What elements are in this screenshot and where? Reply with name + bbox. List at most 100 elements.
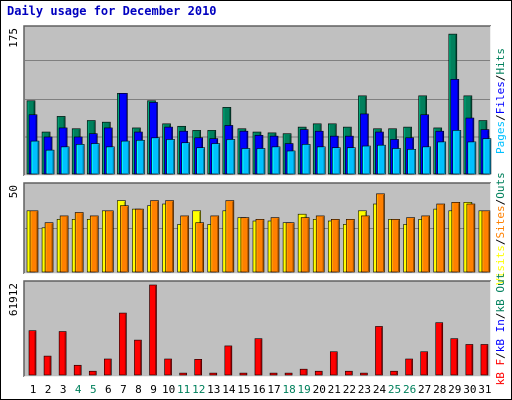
kbytes-bar <box>329 351 338 376</box>
sites-bar <box>330 219 340 273</box>
kbytes-bar <box>405 358 413 376</box>
y-axis-max-label-1: 175 <box>7 28 20 48</box>
x-axis-day-label: 27 <box>418 383 431 396</box>
pages-bar <box>347 147 356 175</box>
x-axis-day-label: 31 <box>478 383 491 396</box>
sites-bar <box>255 219 265 273</box>
x-axis-day-label: 20 <box>313 383 326 396</box>
sites-bar <box>466 203 476 273</box>
x-axis-day-label: 4 <box>75 383 82 396</box>
kbytes-bar <box>43 355 52 376</box>
pages-bar <box>226 139 236 175</box>
kbytes-bar <box>149 284 157 376</box>
sites-bar <box>346 219 355 273</box>
x-axis-day-label: 15 <box>237 383 250 396</box>
kbytes-bar <box>239 372 248 376</box>
pages-bar <box>45 149 55 175</box>
sites-bar <box>105 210 114 273</box>
kbytes-bar <box>450 338 459 376</box>
kbytes-bar <box>360 372 368 376</box>
pages-bar <box>30 140 40 175</box>
kbytes-bar <box>194 359 203 376</box>
sites-bar <box>225 200 235 273</box>
kbytes-bar <box>465 344 474 376</box>
x-axis-day-label: 5 <box>90 383 97 396</box>
sites-bar <box>89 215 99 273</box>
kbytes-bar <box>480 344 489 376</box>
x-axis-day-label: 19 <box>298 383 311 396</box>
x-axis-day-label: 3 <box>60 383 67 396</box>
kbytes-bar <box>28 330 37 376</box>
x-axis-day-label: 23 <box>358 383 371 396</box>
legend-2: Visits/Sites/Outs <box>494 172 507 285</box>
pages-bar <box>196 147 206 175</box>
legend-1: Pages/Files/Hits <box>494 48 507 154</box>
x-axis-day-label: 1 <box>30 383 37 396</box>
kbytes-bar <box>58 331 67 376</box>
kbytes-bar <box>88 370 97 376</box>
x-axis-day-label: 24 <box>373 383 387 396</box>
pages-bar <box>271 146 281 175</box>
x-axis-day-label: 2 <box>45 383 52 396</box>
kbytes-bar <box>224 345 233 376</box>
x-axis-day-label: 29 <box>448 383 461 396</box>
pages-bar <box>301 144 311 175</box>
pages-bar <box>136 139 145 175</box>
y-axis-max-label-2: 50 <box>7 185 20 198</box>
kbytes-bar <box>134 339 142 376</box>
pages-bar <box>60 146 70 175</box>
sites-bar <box>240 217 250 273</box>
kbytes-bar <box>299 368 308 376</box>
sites-bar <box>391 219 400 273</box>
sites-bar <box>135 208 144 273</box>
sites-bar <box>285 222 295 273</box>
sites-bar <box>165 200 174 273</box>
pages-bar <box>75 144 85 175</box>
legend-entry: kB F <box>494 359 507 386</box>
x-axis-day-label: 11 <box>177 383 190 396</box>
pages-bar <box>121 140 130 175</box>
kbytes-bar <box>420 351 428 376</box>
x-axis-day-label: 7 <box>120 383 127 396</box>
pages-bar <box>452 130 462 175</box>
kbytes-bar <box>375 326 383 376</box>
sites-bar <box>210 215 220 273</box>
legend-entry: Sites <box>494 205 507 238</box>
kbytes-bar <box>284 372 293 376</box>
pages-bar <box>316 146 326 175</box>
legend-entry: Visits <box>494 245 507 285</box>
kbytes-bar <box>314 370 323 376</box>
sites-bar <box>421 215 430 273</box>
pages-bar <box>106 146 115 175</box>
x-axis-day-label: 22 <box>343 383 356 396</box>
x-axis-day-label: 16 <box>252 383 265 396</box>
pages-bar <box>377 144 386 175</box>
sites-bar <box>74 212 84 273</box>
sites-bar <box>270 217 280 273</box>
sites-bar <box>29 210 39 273</box>
x-axis-day-label: 12 <box>192 383 205 396</box>
sites-bar <box>376 193 385 273</box>
kbytes-bar <box>179 372 187 376</box>
sites-bar <box>150 200 159 273</box>
x-axis-day-label: 9 <box>150 383 157 396</box>
sites-bar <box>180 215 189 273</box>
x-axis-day-label: 8 <box>135 383 142 396</box>
kbytes-bar <box>164 358 172 376</box>
sites-bar <box>406 217 415 273</box>
x-axis-day-label: 18 <box>282 383 295 396</box>
x-axis-day-label: 10 <box>162 383 175 396</box>
kbytes-bar <box>119 312 127 376</box>
pages-bar <box>392 148 401 175</box>
kbytes-bar <box>269 372 278 376</box>
pages-bar <box>151 137 160 175</box>
kbytes-bar <box>209 372 218 376</box>
pages-bar <box>437 141 447 175</box>
sites-bar <box>120 205 129 273</box>
pages-bar <box>256 148 266 175</box>
pages-bar <box>331 147 341 175</box>
pages-bar <box>166 139 175 175</box>
legend-entry: kB In <box>494 319 507 352</box>
x-axis-day-label: 13 <box>207 383 220 396</box>
x-axis-day-label: 26 <box>403 383 416 396</box>
